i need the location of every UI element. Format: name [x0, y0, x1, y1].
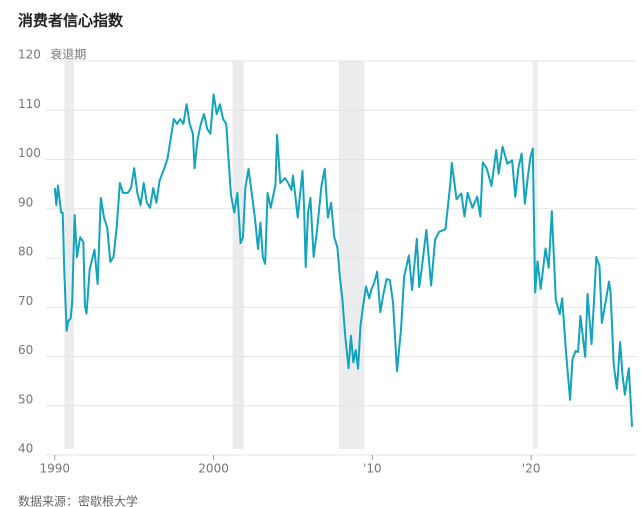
y-tick-label: 100: [18, 146, 41, 160]
chart-title: 消费者信心指数: [18, 12, 124, 30]
y-tick-label: 110: [18, 97, 41, 111]
y-tick-label: 50: [18, 392, 33, 406]
y-tick-label: 60: [18, 343, 33, 357]
source: 数据来源：密歇根大学: [18, 494, 138, 507]
x-tick-label: 1990: [39, 462, 70, 476]
y-tick-label: 120: [18, 48, 41, 62]
x-tick-label: 2000: [198, 462, 229, 476]
recession-label: 衰退期: [50, 47, 86, 62]
x-tick-label: '10: [363, 462, 382, 476]
recession-band: [339, 61, 365, 449]
y-tick-label: 90: [18, 195, 33, 209]
data-line: [53, 93, 634, 427]
recession-band: [232, 61, 244, 449]
recession-band: [64, 61, 74, 449]
y-tick-label: 40: [18, 442, 33, 456]
y-tick-label: 70: [18, 294, 33, 308]
x-tick-label: '20: [522, 462, 541, 476]
y-tick-label: 80: [18, 245, 33, 259]
